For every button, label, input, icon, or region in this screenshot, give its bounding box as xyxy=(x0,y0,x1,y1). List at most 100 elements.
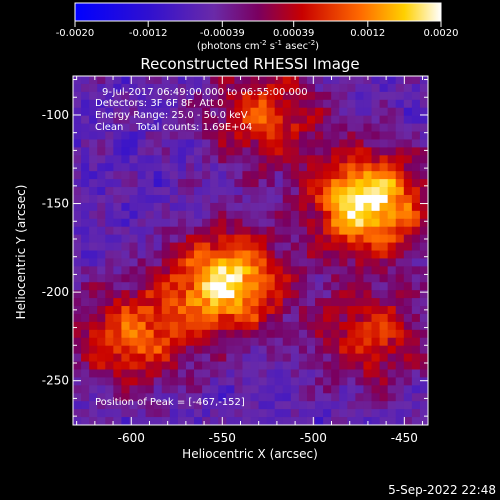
heatmap-cell xyxy=(210,345,219,355)
heatmap-cell xyxy=(250,417,259,426)
heatmap-cell xyxy=(129,210,138,220)
heatmap-cell xyxy=(298,353,308,362)
heatmap-cell xyxy=(105,147,114,156)
heatmap-cell xyxy=(161,234,171,243)
heatmap-cell xyxy=(202,76,211,85)
heatmap-cell xyxy=(137,194,147,204)
heatmap-cell xyxy=(194,337,203,347)
heatmap-cell xyxy=(419,242,429,251)
heatmap-cell xyxy=(403,306,413,315)
heatmap-cell xyxy=(403,234,413,243)
heatmap-cell xyxy=(250,115,259,124)
heatmap-cell xyxy=(419,123,429,132)
heatmap-cell xyxy=(395,266,405,275)
heatmap-cell xyxy=(371,377,380,386)
heatmap-cell xyxy=(145,218,155,228)
heatmap-cell xyxy=(161,377,171,386)
heatmap-cell xyxy=(282,298,292,307)
heatmap-cell xyxy=(387,210,397,220)
heatmap-cell xyxy=(169,242,179,251)
heatmap-cell xyxy=(323,179,332,188)
heatmap-cell xyxy=(371,155,380,164)
heatmap-cell xyxy=(274,226,284,236)
heatmap-cell xyxy=(282,401,292,410)
heatmap-cell xyxy=(355,417,364,426)
heatmap-cell xyxy=(387,218,397,228)
heatmap-cell xyxy=(363,258,372,267)
heatmap-cell xyxy=(202,187,211,196)
heatmap-cell xyxy=(177,298,187,307)
heatmap-cell xyxy=(185,385,195,394)
heatmap-cell xyxy=(258,99,268,109)
heatmap-cell xyxy=(218,202,227,212)
heatmap-cell xyxy=(161,266,171,275)
heatmap-cell xyxy=(218,321,227,331)
heatmap-cell xyxy=(355,242,364,251)
heatmap-cell xyxy=(169,123,179,132)
heatmap-cell xyxy=(347,345,356,355)
heatmap-cell xyxy=(395,298,405,307)
heatmap-cell xyxy=(169,179,179,188)
heatmap-cell xyxy=(202,385,211,394)
heatmap-cell xyxy=(89,353,98,362)
heatmap-cell xyxy=(153,171,163,180)
heatmap-cell xyxy=(129,306,138,315)
heatmap-cell xyxy=(242,187,251,196)
heatmap-cell xyxy=(363,115,372,124)
heatmap-cell xyxy=(339,337,348,347)
heatmap-cell xyxy=(331,329,340,339)
heatmap-cell xyxy=(202,274,211,283)
heatmap-cell xyxy=(242,242,251,251)
heatmap-cell xyxy=(218,250,227,259)
heatmap-cell xyxy=(234,385,243,394)
heatmap-cell xyxy=(250,401,259,410)
heatmap-cell xyxy=(202,99,211,109)
heatmap-cell xyxy=(113,194,122,204)
heatmap-cell xyxy=(266,226,276,236)
heatmap-cell xyxy=(105,345,114,355)
heatmap-cell xyxy=(363,83,372,93)
plot-frame xyxy=(72,75,429,426)
heatmap-cell xyxy=(250,202,259,212)
heatmap-cell xyxy=(274,76,284,85)
heatmap-cell xyxy=(379,306,389,315)
heatmap-cell xyxy=(89,210,98,220)
heatmap-cell xyxy=(129,123,138,132)
heatmap-cell xyxy=(81,194,90,204)
heatmap-cell xyxy=(202,171,211,180)
heatmap-cell xyxy=(339,99,348,109)
heatmap-cell xyxy=(274,187,284,196)
heatmap-cell xyxy=(387,282,397,291)
heatmap-cell xyxy=(371,210,380,220)
heatmap-cell xyxy=(387,83,397,93)
heatmap-cell xyxy=(363,361,372,370)
heatmap-cell xyxy=(113,266,122,275)
heatmap-cell xyxy=(169,409,179,418)
heatmap-cell xyxy=(153,290,163,299)
heatmap-cell xyxy=(153,210,163,220)
heatmap-cell xyxy=(331,369,340,378)
heatmap-cell xyxy=(363,282,372,291)
heatmap-cell xyxy=(169,369,179,378)
heatmap-cell xyxy=(363,401,372,410)
heatmap-cell xyxy=(323,76,332,85)
heatmap-cell xyxy=(306,163,316,172)
heatmap-cell xyxy=(194,107,203,117)
heatmap-cell xyxy=(266,218,276,228)
heatmap-cell xyxy=(266,107,276,117)
heatmap-cell xyxy=(226,218,235,228)
heatmap-cell xyxy=(250,329,259,339)
heatmap-cell xyxy=(395,187,405,196)
heatmap-cell xyxy=(331,83,340,93)
heatmap-cell xyxy=(411,226,421,236)
heatmap-cell xyxy=(323,298,332,307)
heatmap-cell xyxy=(185,139,195,148)
heatmap-cell xyxy=(161,401,171,410)
heatmap-cell xyxy=(177,194,187,204)
heatmap-cell xyxy=(258,187,268,196)
heatmap-cell xyxy=(242,409,251,418)
heatmap-cell xyxy=(323,258,332,267)
heatmap-cell xyxy=(419,250,429,259)
heatmap-cell xyxy=(169,401,179,410)
